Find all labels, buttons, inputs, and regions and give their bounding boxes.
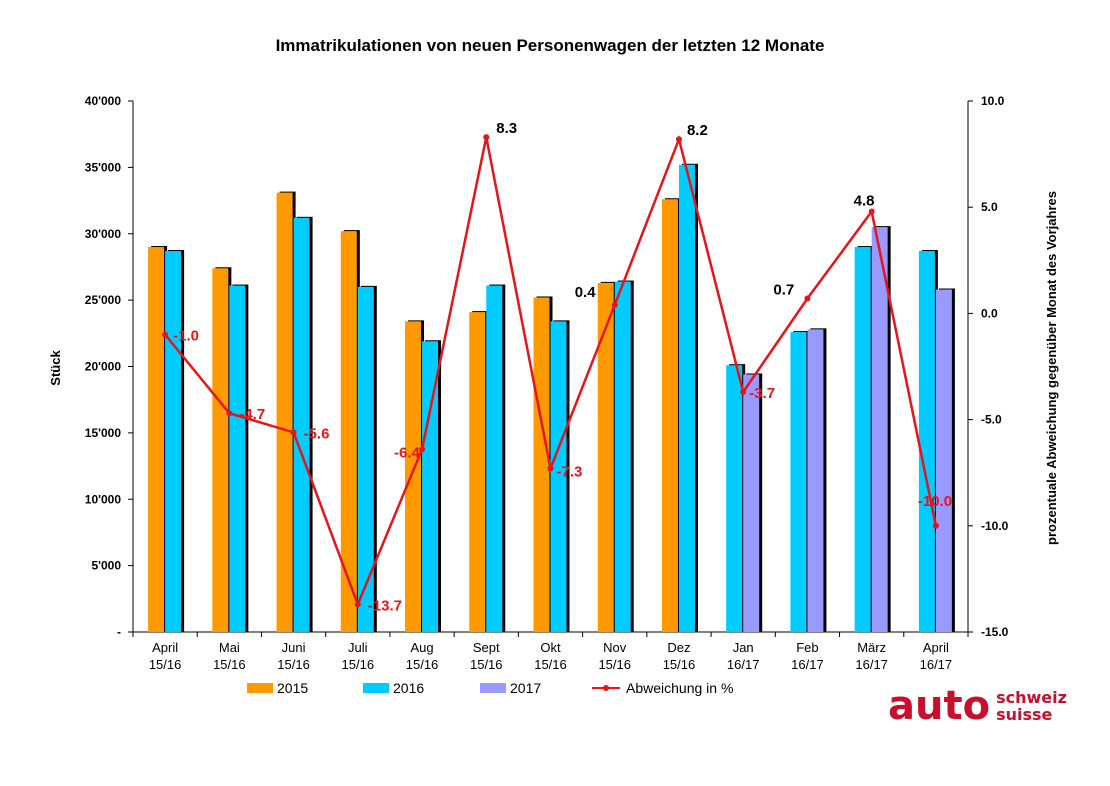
y2-tick-label: 5.0 — [981, 200, 998, 214]
line-data-label: 8.3 — [496, 120, 517, 137]
y-tick-label: 25'000 — [85, 293, 122, 307]
y-tick-label: 15'000 — [85, 426, 122, 440]
y-tick-label: 20'000 — [85, 360, 122, 374]
y2-tick-label: -5.0 — [981, 413, 1002, 427]
logo-auto-text: auto — [888, 683, 991, 729]
y2-tick-label: 10.0 — [981, 94, 1005, 108]
x-tick-label: Mai 15/16 — [213, 640, 246, 672]
bar-2016 — [918, 251, 935, 632]
line-data-label: 8.2 — [687, 122, 708, 139]
bar-2017 — [871, 227, 888, 633]
line-data-label: -6.4 — [394, 444, 421, 461]
line-point — [483, 134, 490, 141]
x-tick-label: Juni 15/16 — [277, 640, 310, 672]
y-tick-label: 40'000 — [85, 94, 122, 108]
bar-2015 — [148, 247, 165, 632]
bar-2015 — [340, 231, 357, 632]
line-point — [162, 331, 169, 338]
line-data-label: -4.7 — [239, 406, 265, 423]
x-tick-label: Sept 15/16 — [470, 640, 503, 672]
x-tick-label: Okt 15/16 — [534, 640, 567, 672]
y-tick-label: 10'000 — [85, 492, 122, 506]
bar-2016 — [550, 321, 567, 632]
bar-2016 — [790, 331, 807, 632]
legend-swatch — [363, 683, 389, 693]
y-tick-label: - — [117, 625, 121, 639]
bar-2016 — [854, 247, 871, 632]
bar-2016 — [614, 281, 631, 632]
y-tick-label: 5'000 — [91, 559, 121, 573]
line-point — [804, 295, 811, 302]
line-point — [932, 522, 939, 529]
autoschweiz-logo: auto schweiz suisse — [888, 686, 1067, 726]
bar-2017 — [743, 374, 760, 632]
line-data-label: -3.7 — [749, 385, 775, 402]
x-tick-label: April 16/17 — [920, 640, 953, 672]
x-tick-label: Dez 15/16 — [663, 640, 696, 672]
line-point — [419, 446, 426, 453]
line-data-label: 4.8 — [854, 192, 875, 209]
legend-swatch — [480, 683, 506, 693]
x-tick-label: März 16/17 — [855, 640, 888, 672]
line-point — [868, 208, 875, 215]
logo-line-suisse: suisse — [996, 705, 1053, 724]
logo-line-schweiz: schweiz — [996, 688, 1067, 707]
bar-2016 — [422, 341, 439, 632]
bar-2016 — [293, 217, 310, 632]
bar-2016 — [357, 286, 374, 632]
plot-area: - 5'000 10'000 15'000 20'000 25'000 30'000 35'0… — [85, 94, 1009, 672]
bar-2015 — [469, 312, 486, 632]
line-point — [675, 136, 682, 143]
bar-2016 — [486, 285, 503, 632]
line-data-label: 0.4 — [575, 284, 597, 301]
line-data-label: 0.7 — [773, 282, 794, 299]
bar-2016 — [165, 251, 182, 632]
bar-2015 — [212, 268, 229, 632]
line-data-label: -7.3 — [557, 463, 583, 480]
legend-marker — [603, 685, 609, 691]
x-tick-label: Juli 15/16 — [342, 640, 375, 672]
legend-label: 2017 — [510, 680, 541, 696]
x-tick-label: Jan 16/17 — [727, 640, 760, 672]
line-point — [290, 429, 297, 436]
y2-tick-label: 0.0 — [981, 306, 998, 320]
y-axis-title: Stück — [48, 350, 63, 386]
y2-tick-label: -10.0 — [981, 519, 1009, 533]
y-tick-label: 35'000 — [85, 160, 122, 174]
bar-2015 — [597, 282, 614, 632]
bar-2015 — [405, 321, 422, 632]
line-point — [740, 388, 747, 395]
y2-axis-title: prozentuale Abweichung gegenüber Monat d… — [1044, 191, 1059, 545]
line-point — [354, 601, 361, 608]
bar-2017 — [807, 329, 824, 632]
line-data-label: -1.0 — [173, 328, 199, 345]
line-point — [226, 410, 233, 417]
line-point — [547, 465, 554, 472]
legend: 2015 2016 2017 Abweichung in % — [247, 680, 733, 696]
x-tick-label: Nov 15/16 — [598, 640, 631, 672]
legend-label: 2015 — [277, 680, 308, 696]
x-tick-label: Aug 15/16 — [406, 640, 439, 672]
logo-small-text: schweiz suisse — [996, 689, 1067, 723]
bar-2016 — [726, 365, 743, 632]
bar-2015 — [661, 199, 678, 633]
bar-2016 — [229, 285, 246, 632]
bar-2015 — [533, 297, 550, 632]
bar-2016 — [678, 164, 695, 632]
x-tick-label: April 15/16 — [149, 640, 182, 672]
legend-swatch — [247, 683, 273, 693]
legend-label: 2016 — [393, 680, 424, 696]
x-tick-label: Feb 16/17 — [791, 640, 824, 672]
line-data-label: -10.0 — [918, 493, 952, 510]
legend-label: Abweichung in % — [626, 680, 733, 696]
bar-2015 — [276, 192, 293, 632]
line-data-label: -13.7 — [368, 597, 402, 614]
line-data-label: -5.6 — [304, 425, 330, 442]
bar-2017 — [935, 289, 952, 632]
chart-title: Immatrikulationen von neuen Personenwage… — [276, 36, 825, 55]
y-tick-label: 30'000 — [85, 227, 122, 241]
y2-tick-label: -15.0 — [981, 625, 1009, 639]
line-point — [611, 301, 618, 308]
